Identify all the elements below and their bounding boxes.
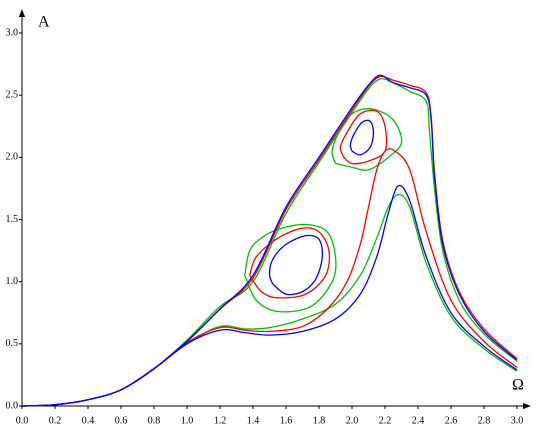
curve bbox=[349, 119, 375, 156]
x-tick-label: 2.0 bbox=[346, 415, 359, 426]
x-tick-label: 1.8 bbox=[313, 415, 326, 426]
curve bbox=[331, 107, 403, 171]
y-tick-label: 3.0 bbox=[6, 27, 19, 38]
curve bbox=[244, 223, 337, 313]
curve bbox=[268, 234, 324, 296]
y-tick-label: 2.0 bbox=[6, 152, 19, 163]
y-axis-label: A bbox=[38, 14, 50, 31]
x-tick-label: 2.4 bbox=[412, 415, 425, 426]
x-tick-label: 0.0 bbox=[16, 415, 29, 426]
x-tick-label: 2.6 bbox=[445, 415, 458, 426]
x-tick-label: 3.0 bbox=[511, 415, 524, 426]
x-tick-label: 2.8 bbox=[478, 415, 491, 426]
curve bbox=[249, 227, 331, 299]
x-axis-label: Ω bbox=[512, 377, 524, 394]
x-tick-label: 2.2 bbox=[379, 415, 392, 426]
x-tick-label: 1.0 bbox=[181, 415, 194, 426]
x-tick-label: 1.4 bbox=[247, 415, 260, 426]
y-tick-label: 1.5 bbox=[6, 214, 19, 225]
y-tick-label: 2.5 bbox=[6, 89, 19, 100]
x-tick-label: 0.2 bbox=[49, 415, 62, 426]
x-tick-label: 1.6 bbox=[280, 415, 293, 426]
x-tick-label: 0.8 bbox=[148, 415, 161, 426]
y-tick-label: 1.0 bbox=[6, 276, 19, 287]
curve bbox=[21, 193, 518, 407]
x-tick-label: 0.6 bbox=[115, 415, 128, 426]
y-tick-label: 0.5 bbox=[6, 338, 19, 349]
curve bbox=[21, 184, 518, 407]
x-tick-label: 0.4 bbox=[82, 415, 95, 426]
y-tick-label: 0.0 bbox=[6, 400, 19, 411]
x-tick-label: 1.2 bbox=[214, 415, 227, 426]
curve bbox=[339, 109, 388, 165]
